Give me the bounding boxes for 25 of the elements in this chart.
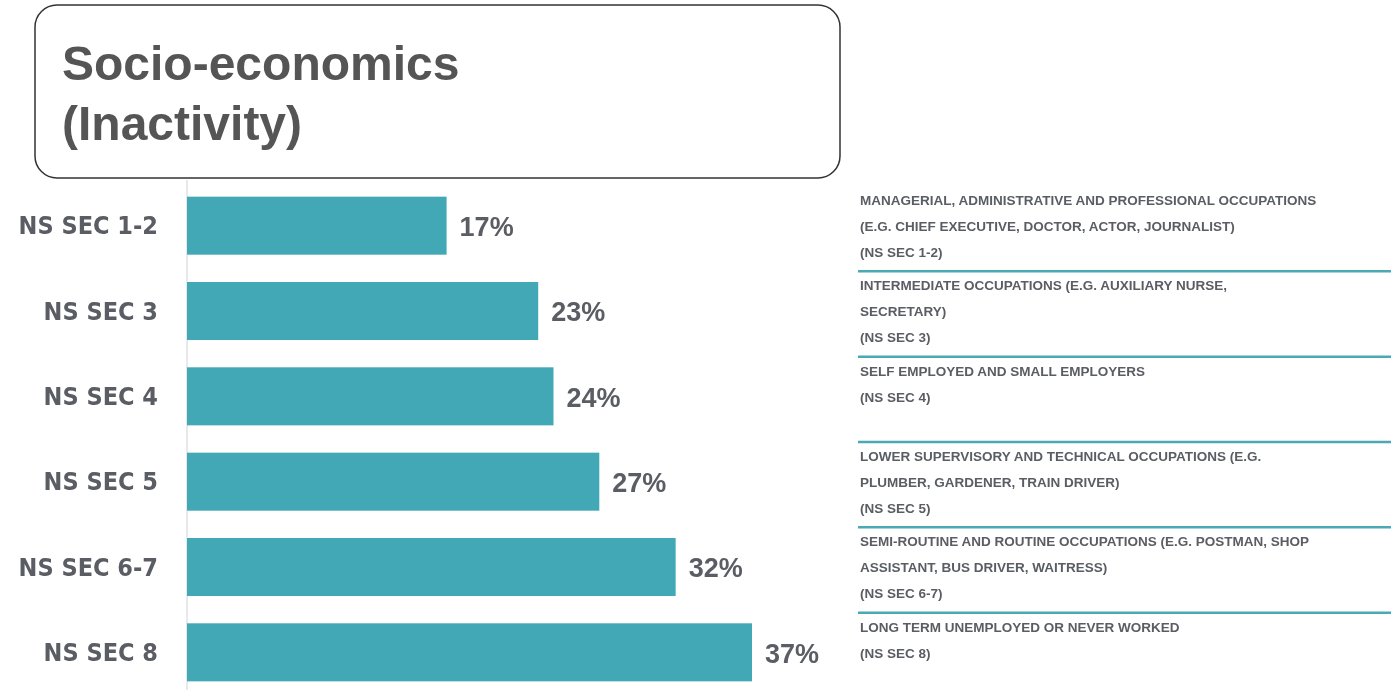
y-tick-label: NS SEC 6-7 bbox=[18, 552, 158, 582]
data-label: 37% bbox=[765, 638, 820, 669]
y-tick-label: NS SEC 5 bbox=[43, 467, 158, 497]
data-label: 23% bbox=[551, 297, 606, 328]
text: MANAGERIAL, ADMINISTRATIVE AND PROFESSIONAL OCCUPATIONS (E.G. CHIEF EXECUTIVE, DOCTOR, ACTOR, JOURNALIST) (NS SEC 1-2) bbox=[860, 193, 1317, 260]
data-label: 27% bbox=[612, 467, 667, 498]
text: INTERMEDIATE OCCUPATIONS (E.G. AUXILIARY NURSE, SECRETARY) (NS SEC 3) bbox=[860, 278, 1228, 346]
data-label: 17% bbox=[459, 211, 514, 242]
text: LONG TERM UNEMPLOYED OR NEVER WORKED (NS SEC 8) bbox=[860, 619, 1180, 661]
y-tick-label: NS SEC 1-2 bbox=[18, 211, 158, 241]
y-tick-label: NS SEC 3 bbox=[43, 296, 158, 326]
bar bbox=[187, 367, 554, 426]
bar bbox=[187, 452, 600, 511]
text: LOWER SUPERVISORY AND TECHNICAL OCCUPATIONS (E.G. PLUMBER, GARDENER, TRAIN DRIVER) (NS SEC 5) bbox=[860, 449, 1262, 516]
data-label: 32% bbox=[688, 553, 743, 584]
text: SEMI-ROUTINE AND ROUTINE OCCUPATIONS (E.G. POSTMAN, SHOP ASSISTANT, BUS DRIVER, WAITRESS) (NS SEC 6-7) bbox=[860, 534, 1310, 602]
y-tick-label: NS SEC 4 bbox=[43, 382, 158, 412]
bar bbox=[187, 623, 752, 682]
y-tick-label: NS SEC 8 bbox=[43, 638, 158, 668]
bar bbox=[187, 537, 676, 597]
text: SELF EMPLOYED AND SMALL EMPLOYERS (NS SEC 4) bbox=[860, 363, 1146, 405]
bar bbox=[187, 281, 539, 341]
data-label: 24% bbox=[566, 382, 621, 413]
chart-title: Socio-economics (Inactivity) bbox=[62, 37, 460, 150]
bar bbox=[187, 196, 447, 255]
